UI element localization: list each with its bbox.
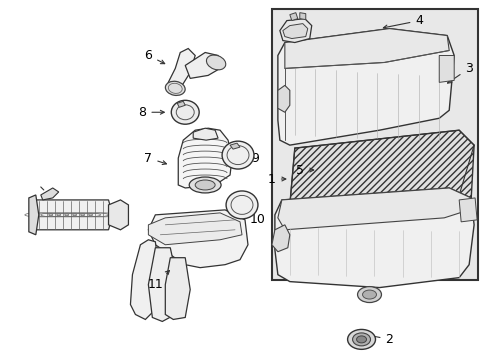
Polygon shape [177, 101, 185, 107]
Ellipse shape [362, 290, 376, 299]
Text: 12: 12 [45, 211, 66, 224]
Polygon shape [229, 143, 240, 149]
Text: 3: 3 [447, 62, 472, 83]
Polygon shape [29, 195, 39, 235]
Ellipse shape [347, 329, 375, 349]
Ellipse shape [352, 333, 370, 346]
Polygon shape [178, 128, 232, 188]
Text: 4: 4 [383, 14, 423, 29]
Ellipse shape [225, 191, 258, 219]
Ellipse shape [356, 336, 366, 343]
Polygon shape [289, 13, 297, 21]
Ellipse shape [357, 287, 381, 302]
Polygon shape [282, 24, 307, 39]
Ellipse shape [222, 141, 253, 169]
Text: 5: 5 [295, 163, 313, 176]
Text: 10: 10 [241, 210, 265, 226]
Text: 1: 1 [267, 172, 285, 185]
Polygon shape [438, 55, 453, 82]
Ellipse shape [206, 55, 225, 70]
Text: 11: 11 [147, 270, 169, 291]
Polygon shape [285, 28, 448, 68]
Polygon shape [148, 213, 242, 245]
Polygon shape [165, 258, 190, 319]
Polygon shape [289, 130, 473, 212]
Polygon shape [148, 210, 247, 268]
Text: 2: 2 [368, 333, 392, 346]
Polygon shape [168, 49, 195, 90]
Polygon shape [271, 9, 477, 280]
Polygon shape [148, 248, 178, 321]
Polygon shape [458, 198, 476, 222]
Polygon shape [185, 53, 220, 78]
Polygon shape [277, 85, 289, 112]
Polygon shape [271, 225, 289, 252]
Polygon shape [193, 128, 218, 140]
Text: 7: 7 [144, 152, 166, 165]
Polygon shape [277, 188, 470, 230]
Ellipse shape [171, 100, 199, 124]
Polygon shape [130, 240, 160, 319]
Polygon shape [299, 13, 305, 20]
Polygon shape [108, 200, 128, 230]
Polygon shape [277, 28, 453, 145]
Polygon shape [31, 200, 112, 230]
Text: 9: 9 [236, 152, 258, 165]
Polygon shape [279, 19, 311, 42]
Polygon shape [274, 188, 473, 288]
Ellipse shape [195, 180, 215, 190]
Ellipse shape [189, 177, 221, 193]
Text: 8: 8 [138, 106, 164, 119]
Polygon shape [41, 188, 59, 200]
Ellipse shape [165, 81, 185, 95]
Text: 6: 6 [144, 49, 164, 64]
